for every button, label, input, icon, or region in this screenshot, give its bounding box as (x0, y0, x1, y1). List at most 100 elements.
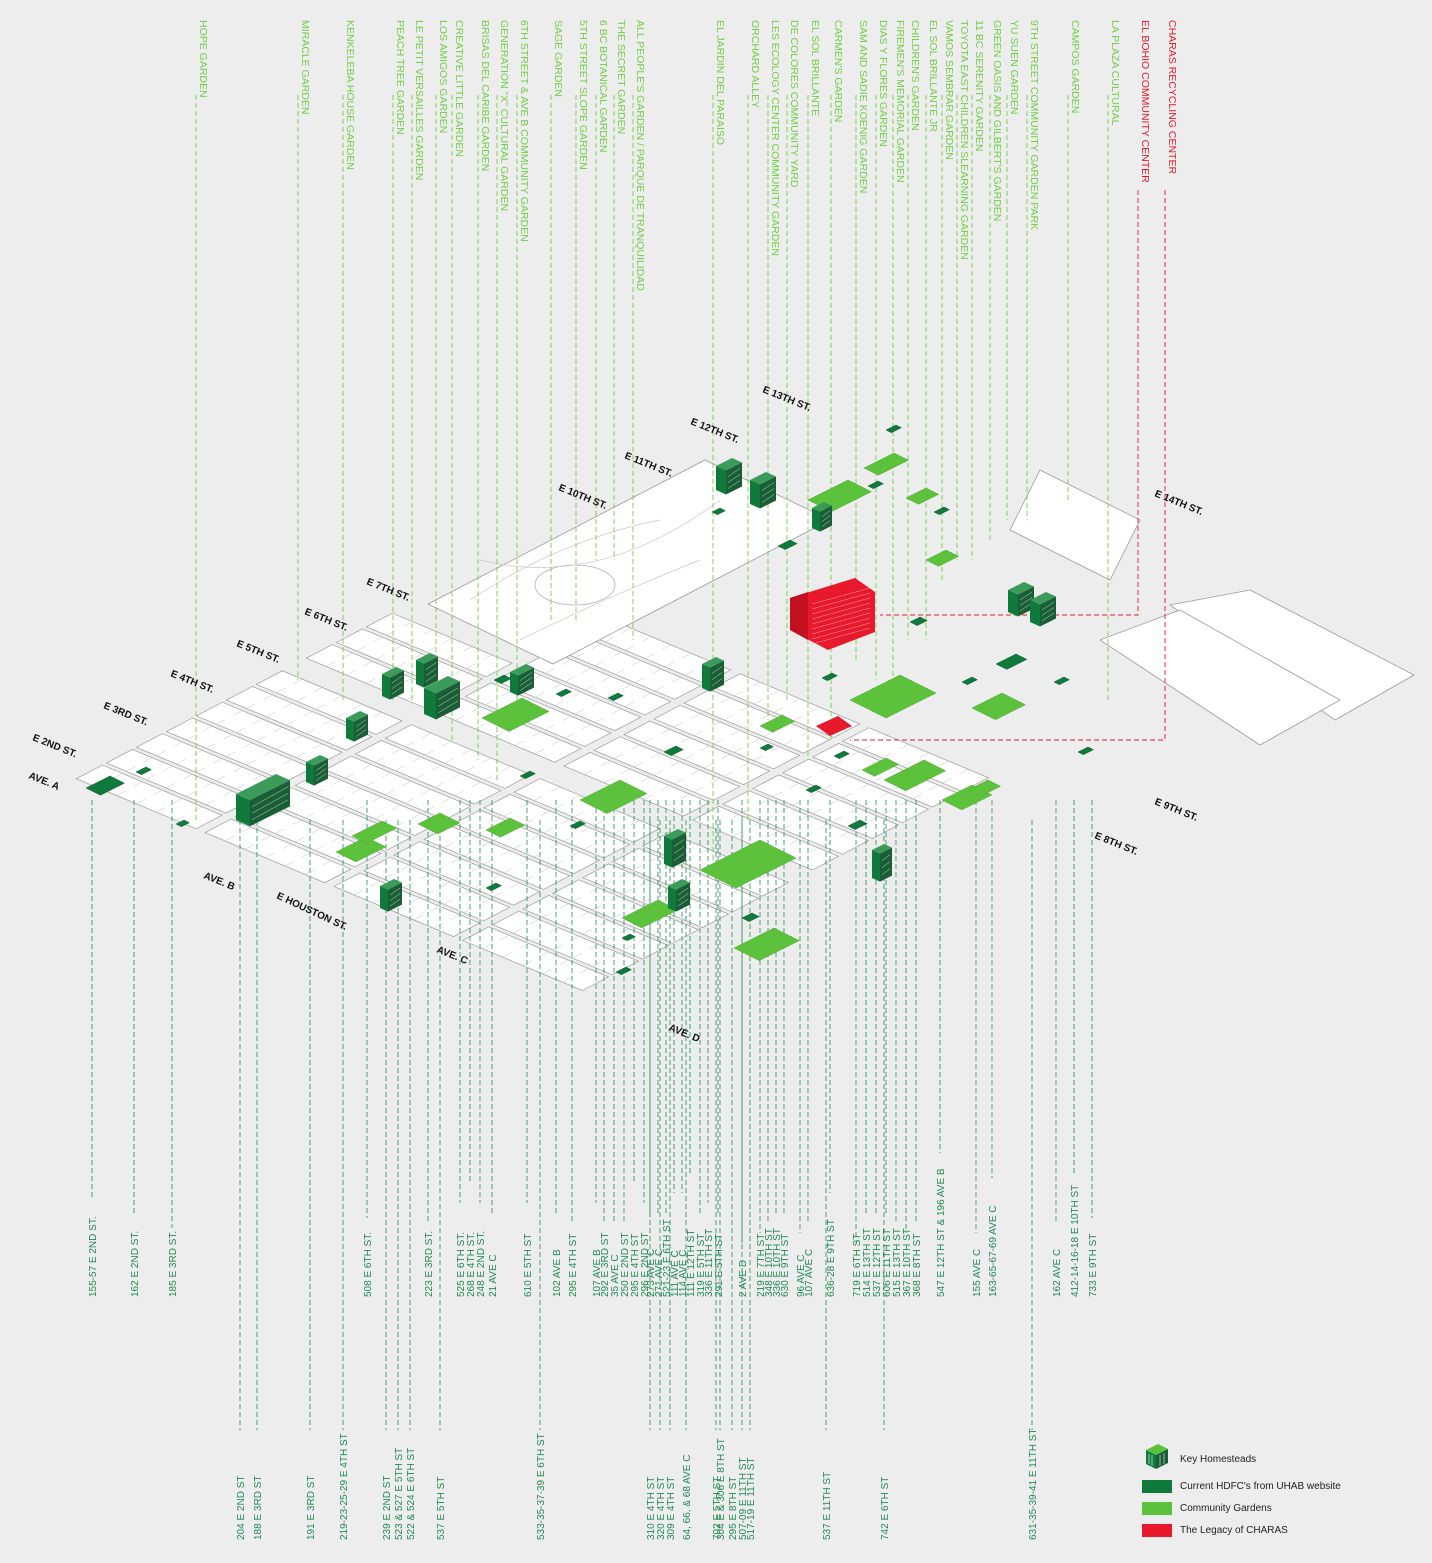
lot-line (173, 798, 183, 804)
street-label: E 8TH ST. (1093, 831, 1140, 858)
community-garden (733, 927, 800, 961)
lot-line (729, 889, 739, 895)
lot-line (126, 766, 136, 772)
lot-line (654, 686, 664, 692)
lot-line (772, 791, 782, 798)
address-label: 204 E 2ND ST (236, 1476, 247, 1540)
lot-line (321, 860, 331, 866)
lot-line (683, 754, 693, 760)
lot-line (503, 811, 514, 817)
homestead-window-line (673, 846, 685, 854)
lot-line (192, 806, 203, 812)
lot-line (539, 951, 549, 957)
lot-line (680, 793, 690, 800)
address-label: 523 & 527 E 5TH ST (394, 1448, 405, 1540)
hdfc-building (961, 676, 978, 685)
lot-line (862, 744, 872, 750)
lot-line (559, 959, 569, 966)
lot-line (384, 789, 395, 796)
lot-line (899, 800, 909, 806)
homestead-roof (1008, 582, 1034, 595)
address-label: 319 E 5TH ST (696, 1234, 707, 1297)
lot-line (789, 782, 799, 789)
lot-line (331, 836, 342, 842)
lot-line (712, 898, 722, 904)
garden-label: CHILDREN'S GARDEN (909, 20, 921, 131)
garden-label: EL SOL BRILLANTE (809, 20, 821, 116)
lot-line (703, 706, 714, 712)
homestead-window-line (673, 839, 685, 847)
hdfc-building (607, 692, 624, 701)
lot-line (440, 881, 450, 888)
address-label: 630 E 9TH ST (780, 1234, 791, 1297)
lot-line (413, 858, 424, 864)
lot-line (426, 646, 436, 653)
city-block (1099, 609, 1341, 746)
garden-label: CARMEN'S GARDEN (832, 20, 844, 122)
garden-label: VAMOS SEMBRAR GARDEN (943, 20, 955, 160)
homestead-side (750, 480, 760, 509)
street-label: AVE. C (435, 945, 469, 967)
address-label: 292 E 3RD ST (600, 1233, 611, 1297)
homestead-side (812, 508, 820, 532)
lot-line (550, 786, 561, 792)
lot-line (540, 867, 550, 873)
lot-line (324, 821, 335, 827)
lot-line (366, 678, 376, 684)
lot-line (869, 759, 879, 766)
lot-line (919, 752, 929, 758)
hdfc-building (741, 912, 760, 922)
homestead-side (664, 836, 672, 868)
lot-line (641, 692, 651, 698)
address-label: 522 & 524 E 6TH ST (406, 1448, 417, 1540)
homestead-side (416, 660, 424, 688)
lot-line (391, 805, 402, 811)
hdfc-building (885, 424, 902, 433)
address-label: 525 E 6TH ST. (456, 1232, 467, 1297)
address-label: 368 E 8TH ST (912, 1234, 923, 1297)
lot-line (430, 849, 441, 855)
hdfc-building (621, 933, 636, 941)
street-label: AVE. D (667, 1023, 701, 1045)
lot-line (842, 792, 852, 799)
lot-line (203, 782, 213, 788)
lot-line (742, 882, 752, 889)
lot-line (375, 757, 385, 763)
hdfc-building (1077, 746, 1094, 755)
lot-line (146, 774, 156, 780)
homestead-roof (306, 755, 328, 766)
lot-line (570, 851, 580, 857)
lot-line (405, 741, 415, 747)
address-label: 719 E 6TH ST (852, 1234, 863, 1297)
lot-line (592, 643, 602, 649)
lot-line (879, 792, 889, 798)
lot-line (450, 857, 460, 864)
lot-line (710, 778, 720, 784)
lot-line (640, 777, 650, 783)
street-label: E HOUSTON ST. (275, 891, 349, 933)
lot-line (265, 768, 276, 774)
homestead-roof (750, 472, 776, 485)
lot-line (583, 769, 594, 775)
homestead-side (236, 794, 250, 827)
homestead-window-line (711, 666, 723, 674)
address-label: 336 E 10TH ST (772, 1228, 783, 1297)
community-garden (417, 812, 461, 835)
lot-line (783, 739, 793, 746)
lot-line (862, 801, 872, 807)
city-block (491, 910, 640, 976)
community-garden (849, 674, 937, 719)
street-label: E 9TH ST. (1153, 797, 1200, 824)
lot-line (493, 891, 503, 898)
garden-label: SAGE GARDEN (552, 20, 564, 97)
lot-line (809, 791, 819, 797)
homestead-window-line (1019, 591, 1033, 601)
address-label: 35 AVE C (610, 1254, 621, 1297)
lot-line (575, 652, 585, 658)
lot-line (713, 738, 723, 745)
homestead-window-line (389, 893, 401, 901)
lot-line (651, 668, 662, 674)
lot-line (394, 822, 404, 828)
lot-line (564, 676, 575, 682)
address-label: 250 E 2ND ST (620, 1233, 631, 1297)
